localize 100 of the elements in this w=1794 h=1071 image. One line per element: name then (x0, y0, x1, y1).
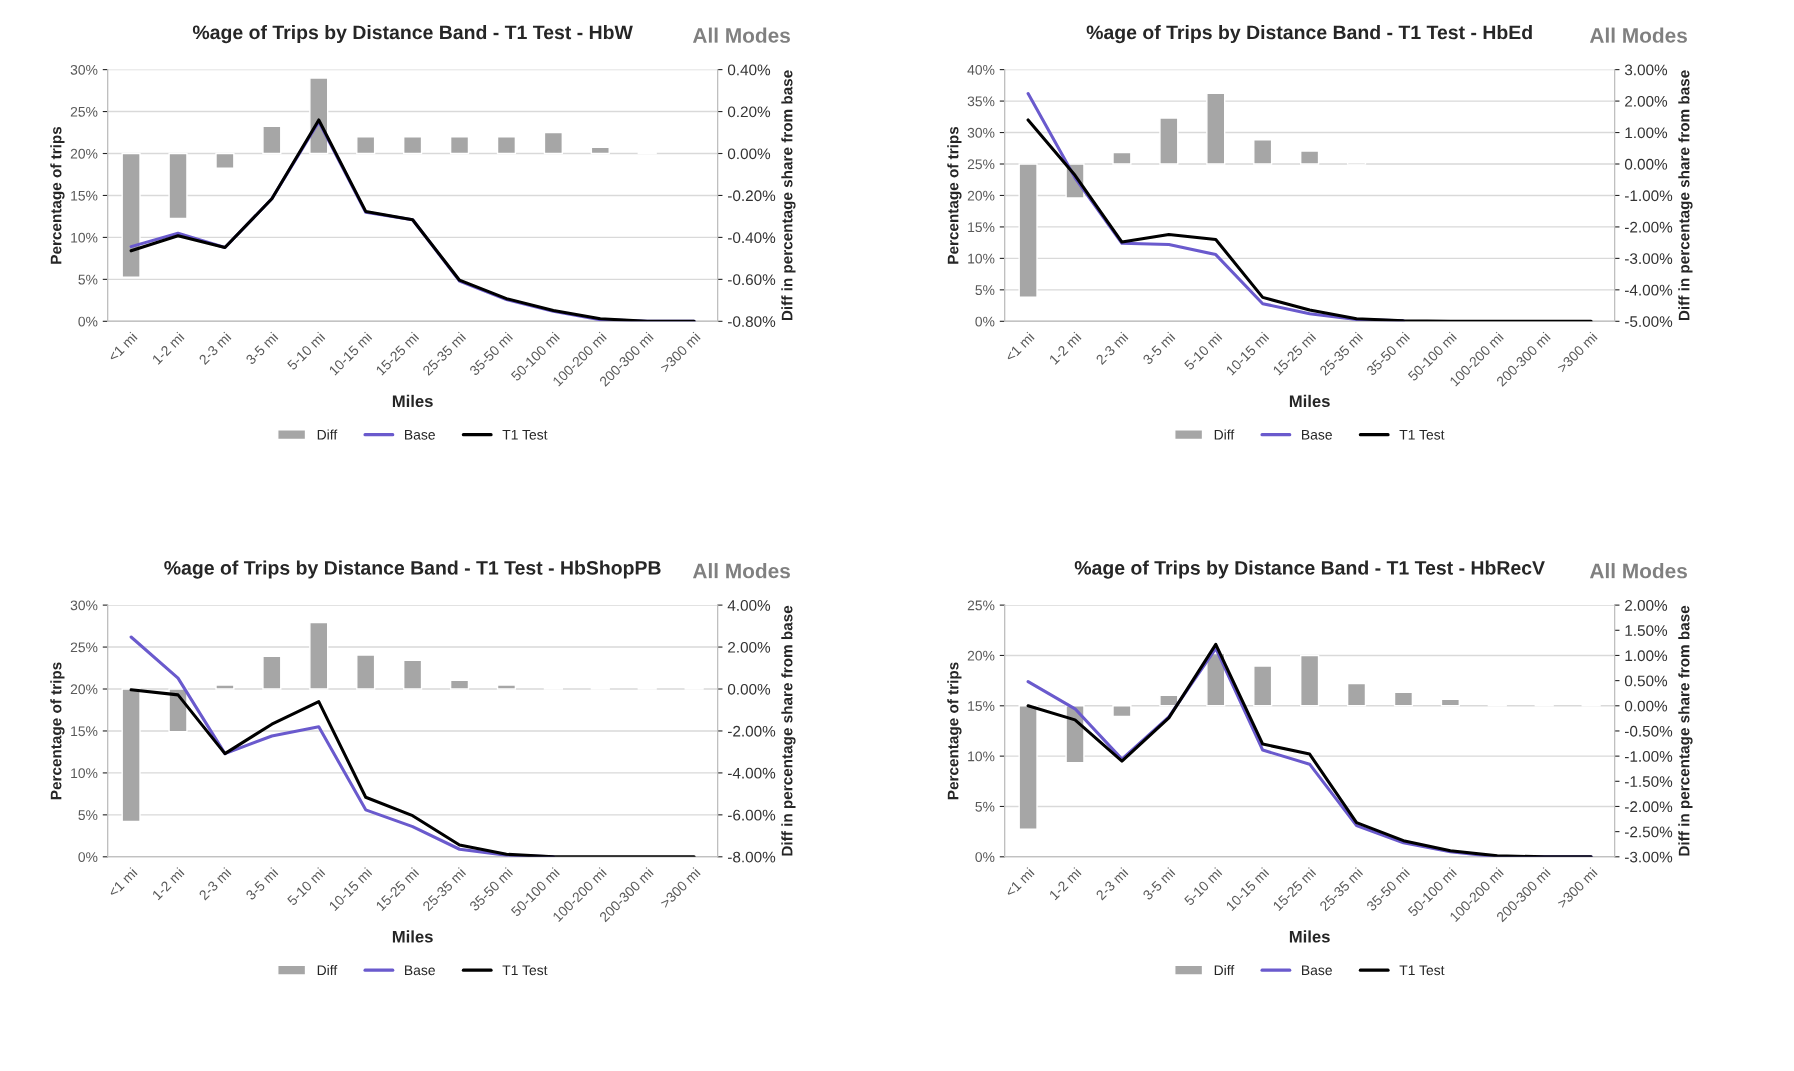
x-tick-label: <1 mi (1004, 331, 1035, 362)
bar (449, 679, 470, 690)
legend-label: T1 Test (1399, 965, 1445, 976)
y2-tick-label: -0.60% (728, 274, 776, 286)
y-tick-label: 30% (967, 127, 995, 138)
chart-title: %age of Trips by Distance Band - T1 Test - HbShopPB (164, 560, 661, 579)
y2-tick-label: -2.00% (728, 725, 776, 737)
text: All Modes (1589, 27, 1687, 43)
y2-tick-label: 0.00% (727, 683, 771, 695)
y2-tick-label: 2.00% (1625, 599, 1668, 611)
y-tick-label: 35% (967, 96, 995, 107)
legend-label: Base (1302, 965, 1332, 976)
y2-tick-label: -3.00% (1625, 253, 1673, 265)
x-tick-label: 3-5 mi (1141, 331, 1176, 366)
bar (1112, 705, 1132, 718)
y2-tick-label: 3.00% (1624, 64, 1668, 76)
y-tick-label: 15% (968, 701, 995, 711)
x-tick-label: 2-3 mi (198, 331, 232, 366)
bar (1159, 117, 1179, 165)
y-tick-label: 10% (968, 253, 995, 264)
y-tick-label: 0% (975, 316, 995, 327)
bar (1300, 654, 1320, 707)
x-tick-label: 2-3 mi (1095, 331, 1129, 366)
legend-label: T1 Test (1399, 429, 1445, 440)
y2-tick-label: 0.00% (1624, 158, 1668, 170)
legend-label: Diff (317, 964, 338, 976)
y-tick-label: 5% (78, 274, 98, 285)
y2-tick-label: -4.00% (728, 767, 776, 779)
y2-tick-label: 4.00% (727, 599, 771, 611)
y-tick-label: 25% (967, 600, 995, 611)
bar (1300, 150, 1320, 165)
y-tick-label: 5% (975, 801, 995, 812)
legend-label: Base (405, 965, 435, 976)
y2-tick-label: 2.00% (1625, 95, 1668, 107)
x-axis-title: Miles (1289, 930, 1330, 943)
legend-label: Diff (317, 429, 338, 440)
y-tick-label: 5% (78, 810, 98, 821)
y-tick-label: 10% (71, 232, 98, 243)
y-tick-label: 25% (967, 159, 995, 170)
x-tick-label: 1-2 mi (1048, 331, 1082, 365)
bar (1112, 151, 1132, 165)
x-tick-label: 1-2 mi (1048, 867, 1082, 901)
y2-tick-label: -0.80% (728, 316, 776, 327)
bar (1018, 163, 1038, 298)
bar (168, 152, 188, 220)
x-tick-label: 1-2 mi (151, 331, 185, 365)
bar (262, 655, 282, 690)
y2-tick-label: -2.00% (1625, 801, 1673, 813)
y2-tick-label: 0.00% (727, 148, 771, 160)
bar (1253, 665, 1273, 707)
y2-tick-label: -0.40% (728, 232, 776, 244)
x-tick-label: 3-5 mi (244, 867, 279, 901)
y2-tick-label: -0.20% (728, 190, 776, 202)
text: All Modes (692, 27, 790, 43)
y2-tick-label: -2.50% (1625, 826, 1673, 838)
bar (449, 136, 470, 155)
x-tick-label: <1 mi (107, 331, 138, 362)
y-tick-label: 40% (967, 64, 995, 75)
legend-label: Diff (1214, 429, 1235, 440)
y2-axis-title: Diff in percentage share from base (781, 605, 796, 856)
y2-tick-label: -8.00% (728, 851, 776, 863)
y2-tick-label: 1.50% (1625, 625, 1668, 636)
y-tick-label: 15% (71, 726, 98, 737)
bar (590, 146, 610, 155)
x-tick-label: 3-5 mi (244, 331, 279, 366)
y2-tick-label: -5.00% (1625, 316, 1673, 327)
y-axis-title: Percentage of trips (947, 126, 962, 264)
legend-label: Base (405, 429, 435, 440)
y2-tick-label: -1.50% (1625, 776, 1673, 787)
bar (1393, 691, 1414, 707)
y2-tick-label: 0.50% (1624, 675, 1668, 687)
legend-label: Diff (1214, 964, 1235, 976)
bar (215, 684, 235, 690)
y2-tick-label: -0.50% (1625, 725, 1673, 737)
y-tick-label: 20% (967, 190, 995, 201)
y2-tick-label: -1.00% (1625, 750, 1673, 762)
x-tick-label: 3-5 mi (1141, 867, 1176, 901)
y-tick-label: 15% (968, 222, 995, 233)
x-axis-title: Miles (1289, 394, 1330, 408)
y-tick-label: 20% (70, 684, 98, 695)
y2-tick-label: 2.00% (728, 641, 771, 653)
bar (121, 152, 141, 278)
y2-axis-title: Diff in percentage share from base (1678, 70, 1693, 321)
chart-title: %age of Trips by Distance Band - T1 Test - HbEd (1086, 24, 1532, 44)
x-tick-label: 2-3 mi (1095, 867, 1129, 901)
bar (1018, 705, 1038, 830)
bar (121, 688, 141, 823)
line-series (129, 688, 696, 857)
y-tick-label: 10% (968, 751, 995, 762)
x-axis-title: Miles (392, 930, 433, 943)
y-tick-label: 20% (70, 148, 98, 159)
legend-label: Base (1302, 429, 1332, 440)
y-tick-label: 25% (70, 642, 98, 653)
y2-axis-title: Diff in percentage share from base (1678, 605, 1693, 856)
y-axis-title: Percentage of trips (50, 662, 65, 800)
bar (543, 131, 563, 155)
bar (1253, 139, 1273, 165)
bar (262, 125, 282, 155)
y-tick-label: 10% (71, 768, 98, 779)
bar (1346, 682, 1367, 707)
